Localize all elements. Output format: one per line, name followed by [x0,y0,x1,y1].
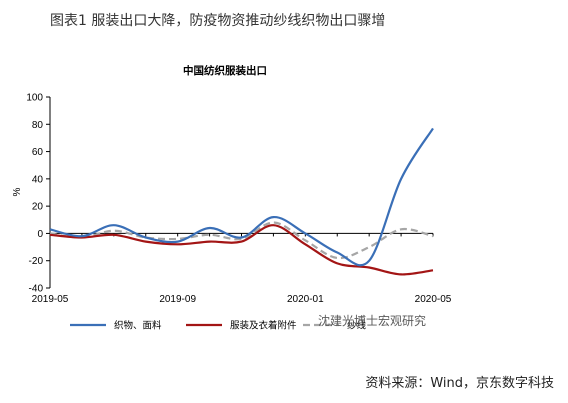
series-line-3 [49,221,434,260]
x-tick-label: 2020-01 [287,294,324,305]
figure-title: 图表1 服装出口大降，防疫物资推动纱线织物出口骤增 [50,13,386,29]
y-tick-label: 40 [32,174,44,185]
x-axis: 2019-05 2019-09 2020-01 2020-05 [32,232,452,305]
y-tick-label: -40 [29,284,44,295]
source-note: 资料来源：Wind，京东数字科技 [365,376,554,391]
legend-label-2: 服装及衣着附件 [230,320,297,332]
series-line-2 [49,224,434,276]
legend-label-3: 纱线 [347,320,367,332]
chart-title: 中国纺织服装出口 [183,64,267,77]
legend-label-1: 织物、面料 [114,320,162,332]
y-tick-label: -20 [29,256,44,267]
x-tick-label: 2020-05 [415,294,452,305]
y-axis-label: % [12,187,23,196]
watermark: 沈建光博士宏观研究 [318,314,427,328]
y-tick-label: 20 [32,202,44,213]
legend: 织物、面料 服装及衣着附件 纱线 [70,320,367,332]
series-group [49,127,434,276]
y-tick-label: 0 [37,229,43,240]
series-line-1 [49,127,434,267]
x-tick-label: 2019-09 [159,294,196,305]
y-axis: 100 80 60 40 20 0 -20 -40 [26,93,51,295]
y-tick-label: 60 [32,147,44,158]
y-tick-label: 100 [26,93,43,104]
y-tick-label: 80 [32,120,44,131]
x-tick-label: 2019-05 [32,294,69,305]
